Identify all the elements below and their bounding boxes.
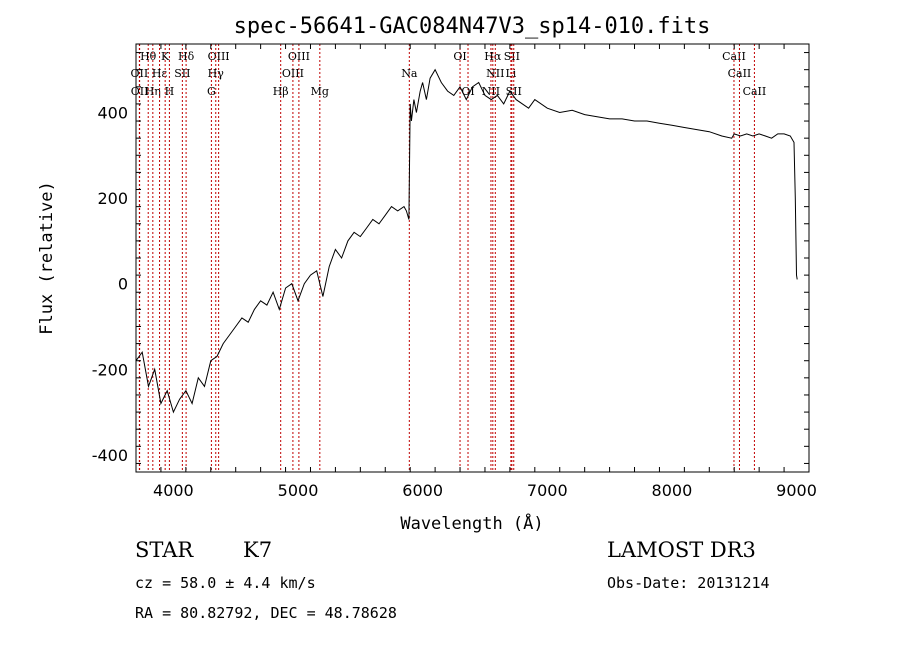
x-tick-label: 9000: [776, 481, 817, 500]
object-class: STAR: [135, 538, 194, 562]
spectral-line-label: G: [207, 85, 216, 98]
spectral-line-label: OI: [453, 50, 466, 63]
spectrum-layer: [135, 68, 798, 414]
spectral-line-label: OIII: [282, 67, 304, 80]
spectral-line-label: Hθ: [140, 50, 157, 63]
y-axis-label: Flux (relative): [37, 181, 57, 335]
spectral-line-label: OIII: [208, 50, 230, 63]
observation-date: Obs-Date: 20131214: [607, 574, 770, 592]
spectral-line-label: K: [161, 50, 170, 63]
spectral-line-label: Hα: [484, 50, 502, 63]
plot-frame: [135, 43, 810, 473]
spectral-line-label: OII: [131, 85, 149, 98]
spectral-line-label: CaII: [743, 85, 767, 98]
spectral-line-label: CaII: [722, 50, 746, 63]
x-tick-label: 6000: [402, 481, 443, 500]
x-axis-label: Wavelength (Å): [400, 512, 543, 534]
coordinates: RA = 80.82792, DEC = 48.78628: [135, 604, 397, 622]
spectrum-series-line: [135, 68, 798, 414]
x-tick-label: 4000: [153, 481, 194, 500]
chart-title: spec-56641-GAC084N47V3_sp14-010.fits: [234, 14, 711, 39]
redshift-velocity: cz = 58.0 ± 4.4 km/s: [135, 574, 316, 592]
spectral-line-label: H: [165, 85, 175, 98]
x-tick-label: 7000: [527, 481, 568, 500]
spectral-line-label: Li: [505, 67, 516, 80]
spectral-line-label: SII: [506, 85, 522, 98]
axis-ticks-layer: 4000 5000 6000 7000 8000 9000 -400 -200 0 200 400: [92, 44, 817, 500]
y-tick-label: -200: [92, 360, 128, 379]
spectral-line-label: Hε: [152, 67, 168, 80]
spectral-line-label: NII: [486, 67, 504, 80]
spectral-line-label: SII: [174, 67, 190, 80]
x-tick-label: 8000: [652, 481, 693, 500]
spectral-line-label: Hγ: [208, 67, 225, 80]
y-tick-label: 200: [97, 189, 128, 208]
y-tick-label: 0: [118, 275, 128, 294]
spectral-line-label: Na: [401, 67, 418, 80]
spectral-line-label: Mg: [311, 85, 329, 98]
object-subclass: K7: [243, 538, 273, 562]
spectral-line-label: CaII: [728, 67, 752, 80]
y-tick-label: 400: [97, 103, 128, 122]
spectral-line-label: SII: [504, 50, 520, 63]
y-tick-label: -400: [92, 446, 128, 465]
spectral-line-label: Hη: [145, 85, 161, 98]
x-tick-label: 5000: [278, 481, 319, 500]
survey-name: LAMOST DR3: [607, 538, 756, 562]
spectral-line-label: OIII: [288, 50, 310, 63]
spectral-line-label: Hδ: [178, 50, 195, 63]
spectral-line-label: Hβ: [273, 85, 289, 98]
